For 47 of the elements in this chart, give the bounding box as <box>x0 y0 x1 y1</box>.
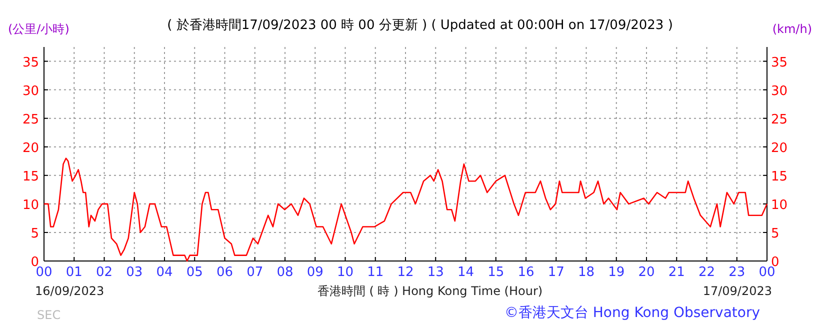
y-tick-label: 5 <box>30 226 39 242</box>
y2-tick-label: 20 <box>771 140 788 156</box>
y2-tick-label: 15 <box>771 169 788 184</box>
x-tick-label: 02 <box>96 265 113 280</box>
y2-tick-label: 25 <box>771 112 788 128</box>
x-tick-label: 07 <box>246 265 264 280</box>
text: 17/09/2023 <box>702 284 772 298</box>
x-tick-label: 17 <box>548 265 564 280</box>
chart-title: ( 於香港時間17/09/2023 00 時 00 分更新 ) ( Updated at 00:00H on 17/09/2023 ) <box>167 18 673 33</box>
y-tick-label: 20 <box>22 140 39 156</box>
x-tick-label: 00 <box>758 265 776 280</box>
x-tick-label: 15 <box>488 265 504 280</box>
y2-tick-label: 30 <box>771 84 788 99</box>
y-tick-label: 25 <box>22 112 39 128</box>
text: ©香港天文台 Hong Kong Observatory <box>504 305 760 321</box>
x-tick-label: 22 <box>698 265 716 280</box>
x-tick-label: 05 <box>186 265 203 280</box>
x-tick-label: 00 <box>36 265 52 280</box>
y2-axis-title: (km/h) <box>772 22 812 36</box>
text: 16/09/2023 <box>35 284 104 298</box>
x-tick-label: 19 <box>608 265 625 280</box>
y2-tick-label: 5 <box>771 226 780 242</box>
x-tick-label: 20 <box>638 265 655 280</box>
x-tick-label: 11 <box>367 265 384 280</box>
x-tick-label: 23 <box>728 265 746 280</box>
x-tick-label: 09 <box>306 265 324 280</box>
y-axis-title: (公里/小時) <box>8 22 70 36</box>
x-tick-label: 08 <box>276 265 294 280</box>
x-tick-label: 14 <box>457 265 474 280</box>
x-tick-label: 10 <box>336 265 354 280</box>
y-tick-label: 15 <box>22 169 39 184</box>
x-tick-label: 18 <box>578 265 595 280</box>
x-tick-label: 01 <box>66 265 82 280</box>
y2-tick-label: 35 <box>771 55 788 70</box>
y-tick-label: 35 <box>22 55 39 70</box>
x-tick-label: 12 <box>397 265 414 280</box>
x-tick-label: 21 <box>668 265 685 280</box>
x-tick-label: 04 <box>156 265 173 280</box>
x-tick-label: 13 <box>427 265 444 280</box>
x-tick-label: 03 <box>126 265 143 280</box>
y-tick-label: 10 <box>22 198 39 213</box>
x-tick-label: 06 <box>216 265 234 280</box>
x-axis-title: 香港時間 ( 時 ) Hong Kong Time (Hour) <box>317 284 543 298</box>
y-tick-label: 30 <box>22 84 39 99</box>
text: SEC <box>37 308 61 322</box>
y2-tick-label: 10 <box>771 198 788 213</box>
x-tick-label: 16 <box>518 265 534 280</box>
